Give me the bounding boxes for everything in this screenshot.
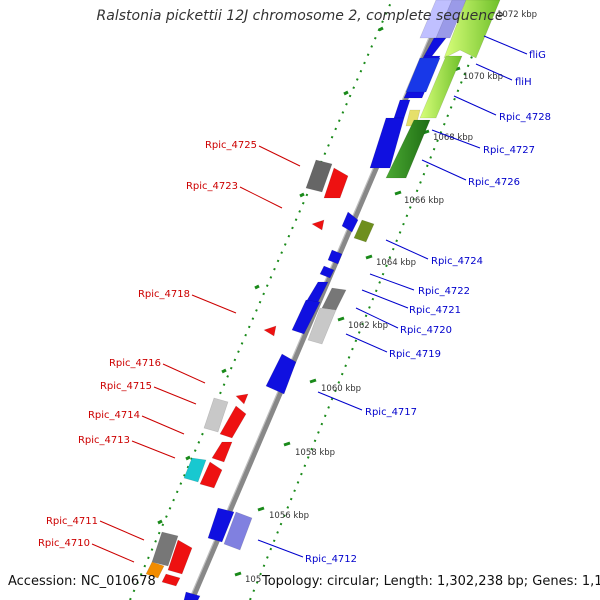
gene-label-rpic-4724[interactable]: Rpic_4724: [431, 256, 483, 267]
gene-label-rpic-4717[interactable]: Rpic_4717: [365, 407, 417, 418]
gene-feature-rpic4722b: [319, 265, 335, 279]
scale-label: 1072 kbp: [497, 10, 537, 20]
gene-label-rpic-4714[interactable]: Rpic_4714: [88, 410, 140, 421]
gene-feature-rpic4719: [307, 307, 337, 345]
reverse-features: [145, 159, 349, 587]
gene-feature-rpic4727: [369, 117, 405, 169]
gene-label-rpic-4710[interactable]: Rpic_4710: [38, 538, 90, 549]
gene-label-rpic-4715[interactable]: Rpic_4715: [100, 381, 152, 392]
gene-feature-rpic4724-blue: [341, 211, 359, 233]
map-title: Ralstonia pickettii 12J chromosome 2, co…: [96, 8, 504, 24]
gene-feature-bottom-blue: [183, 591, 201, 600]
forward-features: [183, 0, 501, 600]
gene-feature-rpic4728b: [405, 57, 441, 93]
scale-label: 1070 kbp: [463, 72, 503, 82]
accession-text: Accession: NC_010678: [8, 574, 156, 589]
gene-label-rpic-4728[interactable]: Rpic_4728: [499, 112, 551, 123]
gene-feature-rpic4724: [353, 219, 375, 243]
gene-label-rpic-4721[interactable]: Rpic_4721: [409, 305, 461, 316]
reverse-leaders: [91, 145, 301, 563]
gene-feature-rpic4728: [419, 55, 463, 119]
gene-label-rpic-4722[interactable]: Rpic_4722: [418, 286, 470, 297]
scale-label: 1058 kbp: [295, 448, 335, 458]
gene-feature-small-blue: [393, 99, 411, 119]
scale-tick: [365, 254, 373, 260]
gene-label-flig[interactable]: fliG: [529, 50, 546, 61]
gene-feature-rpic4712: [207, 507, 235, 543]
gene-feature-rpic4711-gray: [151, 531, 179, 567]
gene-label-rpic-4713[interactable]: Rpic_4713: [78, 435, 130, 446]
gene-label-rpic-4725[interactable]: Rpic_4725: [205, 140, 257, 151]
gene-label-rpic-4727[interactable]: Rpic_4727: [483, 145, 535, 156]
gene-feature-rpic4725: [323, 167, 349, 199]
gene-feature-rpic4711: [167, 539, 193, 575]
gene-label-rpic-4712[interactable]: Rpic_4712: [305, 554, 357, 565]
inner-ring-dashes: [157, 26, 384, 525]
scale-tick: [337, 316, 345, 322]
gene-label-rpic-4726[interactable]: Rpic_4726: [468, 177, 520, 188]
gene-label-rpic-4719[interactable]: Rpic_4719: [389, 349, 441, 360]
gene-feature-rpic4716: [235, 393, 249, 405]
gene-feature-rpic4714: [219, 405, 247, 439]
scale-label: 1060 kbp: [321, 384, 361, 394]
gene-feature-flig: [435, 0, 467, 39]
scale-label: 1066 kbp: [404, 196, 444, 206]
scale-tick: [257, 506, 265, 512]
gene-feature-rpic4714b: [211, 441, 233, 463]
scale-tick: [283, 441, 291, 447]
gene-feature-rpic4710b: [161, 573, 181, 587]
scale-label: 1056 kbp: [269, 511, 309, 521]
scale-label: 1062 kbp: [348, 321, 388, 331]
gene-feature-rpic4715: [203, 397, 229, 433]
gene-feature-flih: [443, 0, 501, 59]
genome-summary-text: Topology: circular; Length: 1,302,238 bp…: [262, 574, 600, 589]
scale-tick: [394, 190, 402, 196]
gene-feature-rpic4726: [385, 119, 431, 179]
gene-label-rpic-4720[interactable]: Rpic_4720: [400, 325, 452, 336]
gene-feature-rpic4710: [145, 561, 165, 579]
inner-dotted-track: [129, 0, 393, 600]
scale-tick: [234, 571, 242, 577]
gene-feature-rpic4725-gray: [305, 159, 333, 193]
scale-label: 105: [245, 575, 261, 585]
gene-feature-rpic4713-cyan: [183, 457, 207, 483]
gene-label-flih[interactable]: fliH: [515, 77, 532, 88]
gene-label-rpic-4718[interactable]: Rpic_4718: [138, 289, 190, 300]
gene-feature-rpic4713: [199, 461, 223, 489]
gene-label-rpic-4716[interactable]: Rpic_4716: [109, 358, 161, 369]
forward-leaders: [257, 35, 528, 558]
scale-label: 1064 kbp: [376, 258, 416, 268]
gene-label-rpic-4723[interactable]: Rpic_4723: [186, 181, 238, 192]
gene-feature-rpic4712b: [223, 511, 253, 551]
gene-feature-rpic4723: [311, 219, 325, 231]
gene-feature-rpic4717: [265, 353, 297, 395]
outer-dotted-track: [249, 0, 496, 600]
scale-tick: [309, 378, 317, 384]
gene-label-rpic-4711[interactable]: Rpic_4711: [46, 516, 98, 527]
gene-feature-rpic4720: [291, 299, 321, 335]
gene-feature-rpic4718: [263, 325, 277, 337]
gene-feature-rpic4722: [327, 249, 343, 265]
